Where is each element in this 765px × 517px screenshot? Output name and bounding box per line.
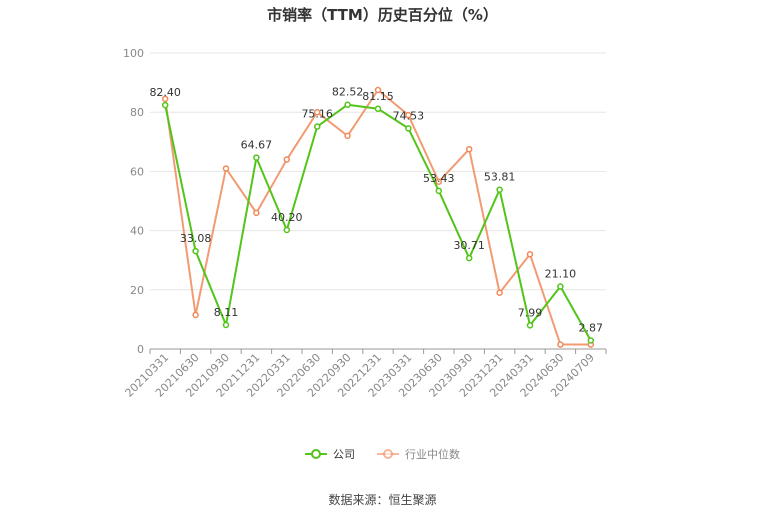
data-label-company: 82.40 xyxy=(149,86,181,99)
point-industry-median xyxy=(283,156,291,163)
data-label-company: 75.16 xyxy=(301,108,333,121)
data-label-company: 53.43 xyxy=(423,172,455,185)
data-label-company: 7.99 xyxy=(518,306,543,319)
data-label-company: 21.10 xyxy=(545,268,577,281)
point-company xyxy=(526,322,534,329)
data-label-company: 64.67 xyxy=(241,139,273,152)
point-industry-median xyxy=(526,251,534,258)
series-industry-median xyxy=(161,86,595,348)
point-company xyxy=(222,321,230,329)
point-company xyxy=(557,283,564,290)
point-industry-median xyxy=(435,178,443,186)
point-industry-median xyxy=(192,311,199,319)
data-label-company: 40.20 xyxy=(271,211,303,224)
point-industry-median xyxy=(405,111,412,119)
point-company xyxy=(405,125,412,132)
gridlines xyxy=(150,52,606,291)
point-company xyxy=(587,337,595,344)
point-company xyxy=(374,105,382,113)
legend-item-company[interactable]: 公司 xyxy=(305,446,355,462)
series-lines xyxy=(161,86,595,348)
point-company xyxy=(253,154,260,161)
point-industry-median xyxy=(374,86,382,94)
point-company xyxy=(161,101,169,109)
data-label-company: 74.53 xyxy=(393,109,425,122)
data-label-company: 81.15 xyxy=(362,90,394,103)
point-industry-median xyxy=(344,132,351,140)
legend-marker-industry-median xyxy=(377,449,399,459)
point-industry-median xyxy=(161,95,169,103)
data-label-company: 8.11 xyxy=(214,306,239,319)
data-label-company: 53.81 xyxy=(484,171,516,184)
data-label-company: 30.71 xyxy=(453,239,485,252)
point-company xyxy=(465,254,473,262)
point-industry-median xyxy=(465,145,473,153)
point-industry-median xyxy=(557,341,564,348)
point-company xyxy=(435,187,443,195)
chart-title: 市销率（TTM）历史百分位（%） xyxy=(267,6,498,24)
y-tick-label: 100 xyxy=(123,47,144,60)
point-company xyxy=(283,226,291,234)
y-tick-label: 80 xyxy=(130,106,144,119)
legend-label-industry-median: 行业中位数 xyxy=(405,448,460,461)
legend-item-industry-median[interactable]: 行业中位数 xyxy=(377,446,460,462)
point-company xyxy=(496,186,503,193)
y-tick-label: 20 xyxy=(130,284,144,297)
point-industry-median xyxy=(496,289,503,297)
series-company xyxy=(161,101,595,344)
y-tick-label: 60 xyxy=(130,165,144,178)
point-company xyxy=(344,101,351,108)
data-label-company: 2.87 xyxy=(579,322,604,335)
source-note: 数据来源：恒生聚源 xyxy=(328,493,437,507)
data-label-company: 82.52 xyxy=(332,86,364,99)
point-industry-median xyxy=(222,165,230,172)
legend-marker-company xyxy=(305,449,327,459)
point-company xyxy=(313,123,321,130)
y-tick-label: 0 xyxy=(137,343,144,356)
y-tick-label: 40 xyxy=(130,225,144,238)
point-company xyxy=(192,247,199,255)
point-industry-median xyxy=(253,209,260,217)
point-industry-median xyxy=(313,108,321,116)
legend-label-company: 公司 xyxy=(333,448,355,461)
data-label-company: 33.08 xyxy=(180,232,212,245)
legend: 公司 行业中位数 xyxy=(0,446,765,462)
